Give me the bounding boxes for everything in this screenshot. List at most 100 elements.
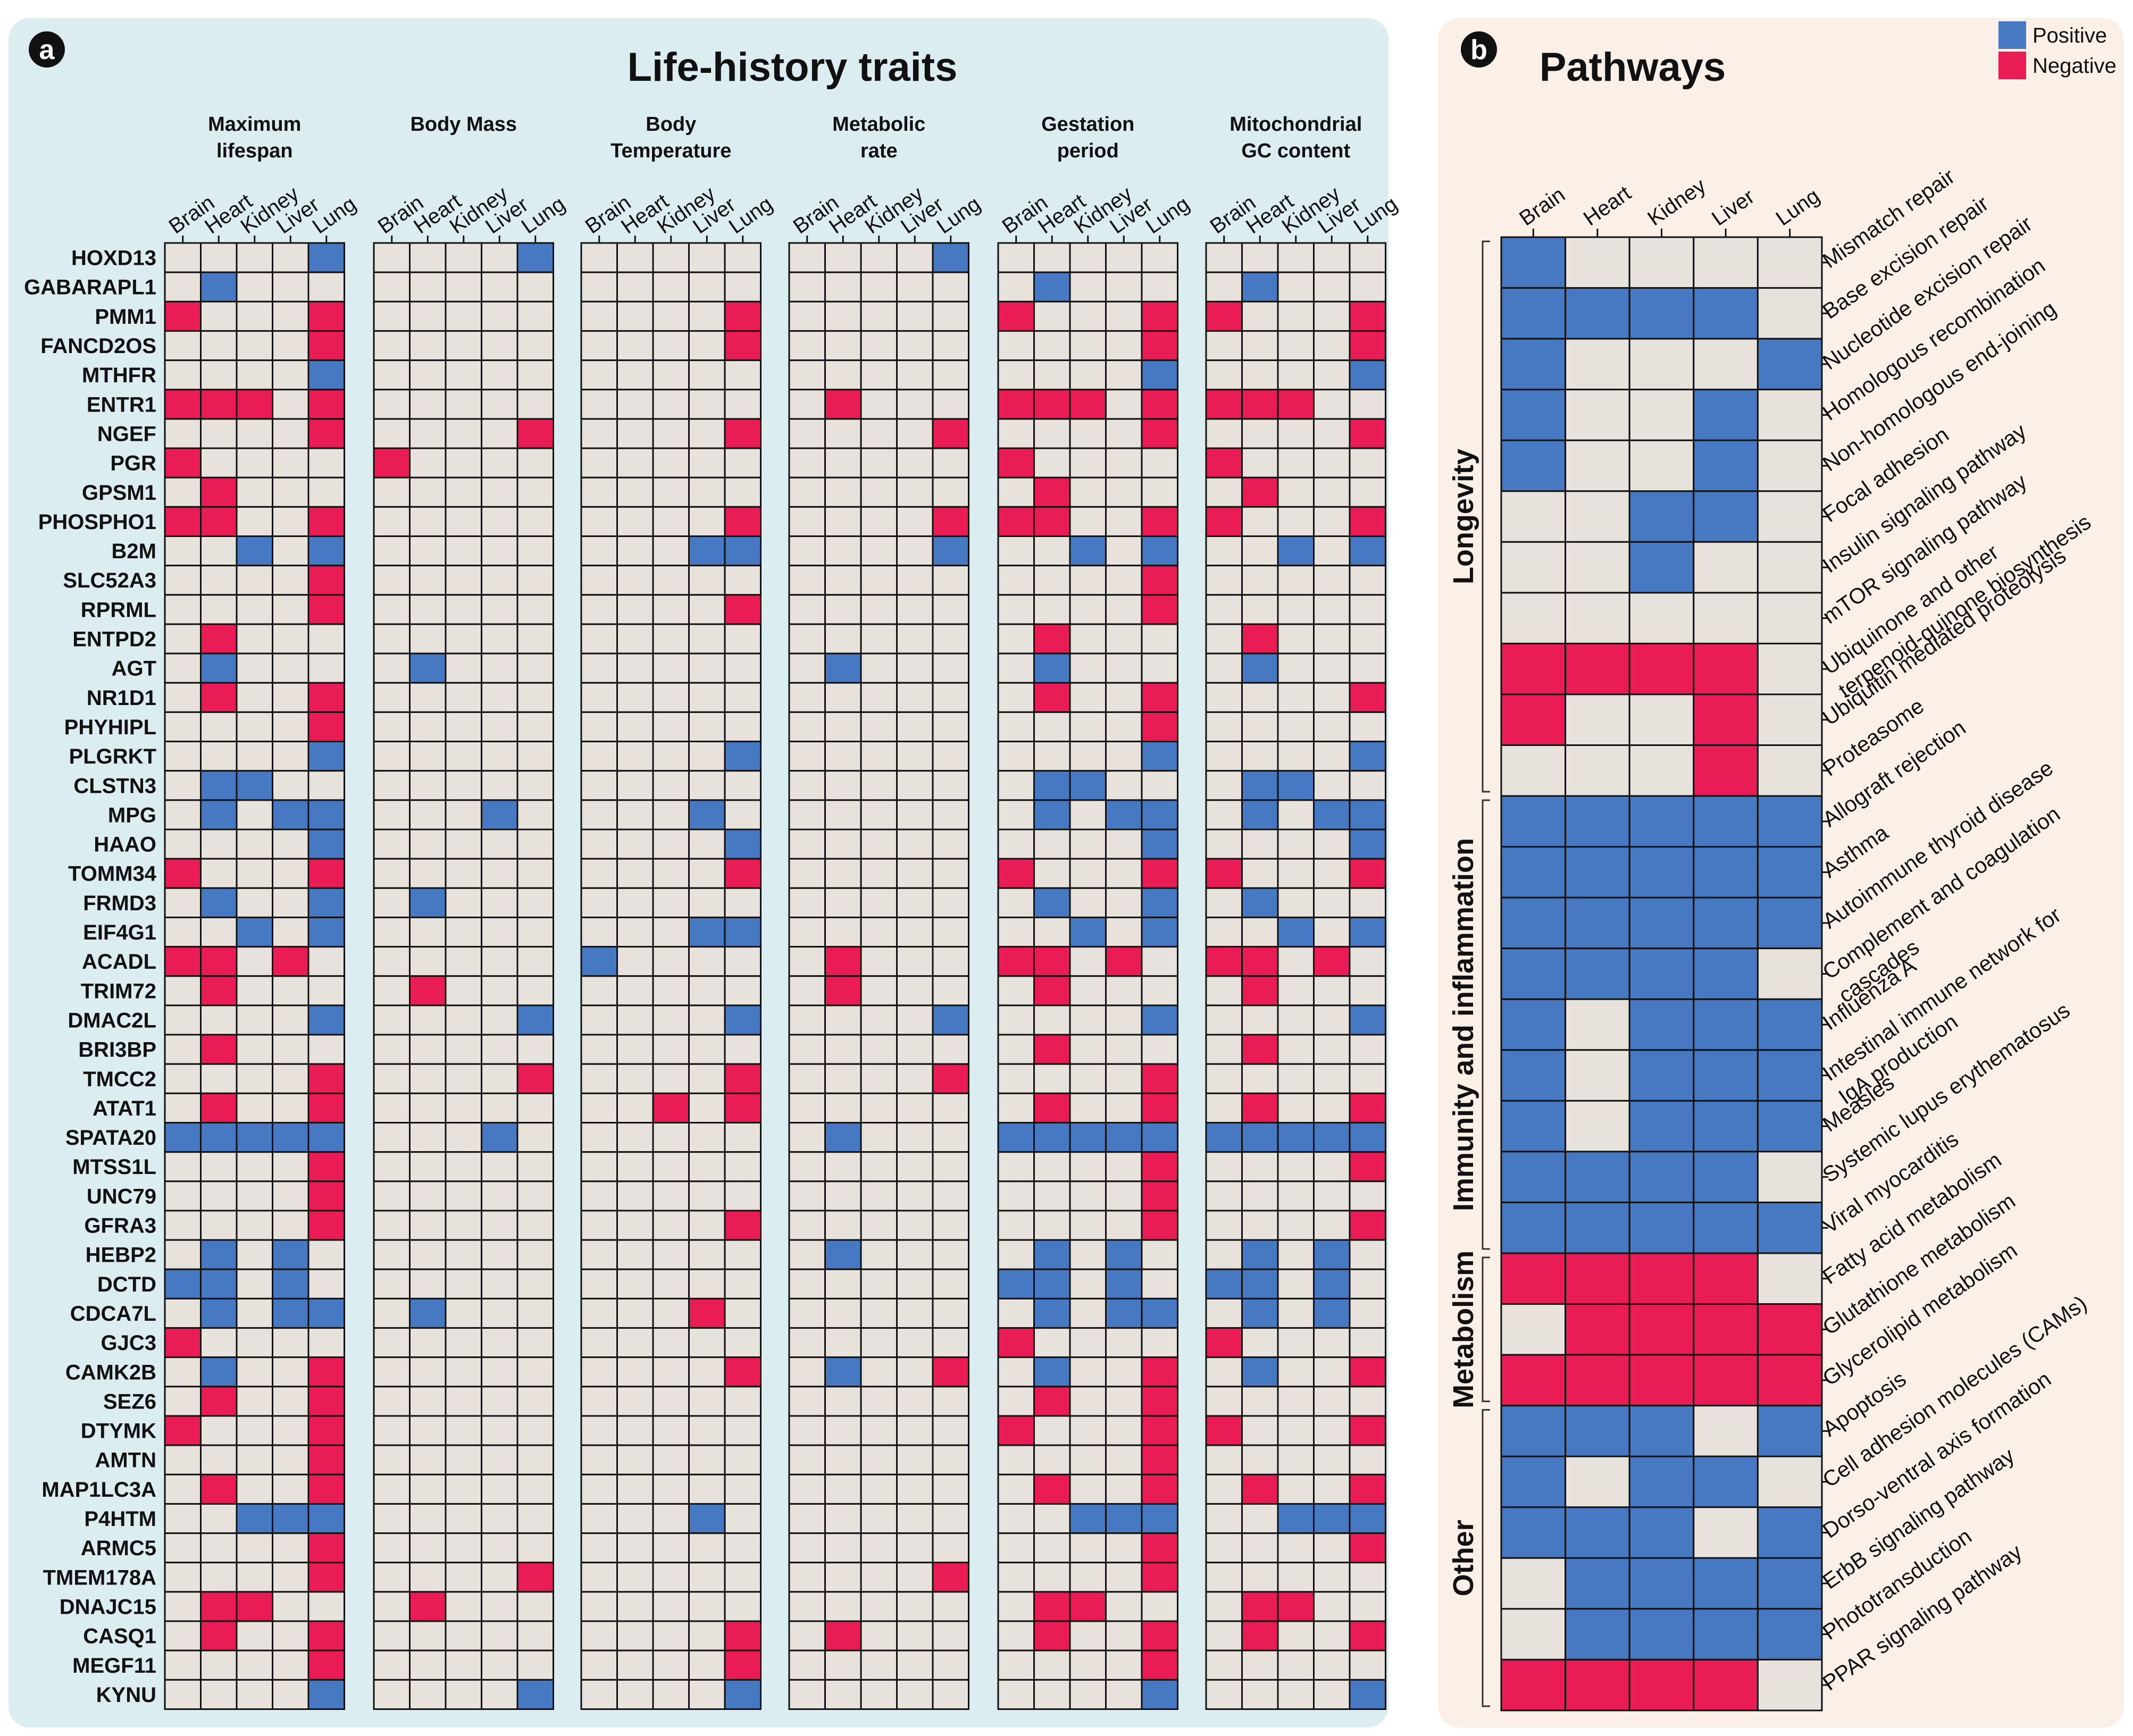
cell-mpg-gestation-heart: [1033, 799, 1071, 831]
cell-p4htm-maximum-heart: [200, 1503, 238, 1534]
cell-dnajc15-maximum-kidney: [236, 1591, 273, 1622]
cell-unc79-metabolic-lung: [932, 1180, 969, 1212]
cell-pmm1-maximum-brain: [164, 300, 202, 332]
cell-unc79-gestation-brain: [997, 1180, 1035, 1212]
cell-cdca7l-body-mass-brain: [373, 1297, 411, 1329]
pathway-tissue-label-lung: Lung: [1772, 184, 1824, 230]
cell-tomm34-body-liver: [688, 858, 726, 889]
pathway-cell-allograft-rejection-heart: [1565, 795, 1630, 848]
cell-dnajc15-metabolic-brain: [788, 1591, 826, 1622]
cell-dmac2l-metabolic-kidney: [860, 1004, 898, 1036]
cell-entpd2-gestation-kidney: [1069, 623, 1107, 655]
cell-dnajc15-gestation-lung: [1141, 1591, 1178, 1622]
cell-fancd2os-maximum-kidney: [236, 330, 273, 362]
cell-sez6-metabolic-heart: [824, 1386, 862, 1417]
cell-ngef-maximum-brain: [164, 418, 202, 449]
cell-frmd3-body-heart: [616, 887, 654, 918]
cell-gfra3-body-mass-heart: [409, 1210, 447, 1241]
cell-agt-maximum-kidney: [236, 652, 273, 684]
cell-amtn-mitochondrial-lung: [1349, 1444, 1386, 1475]
cell-dnajc15-metabolic-kidney: [860, 1591, 898, 1622]
cell-clstn3-body-liver: [688, 770, 726, 801]
cell-amtn-body-heart: [616, 1444, 654, 1475]
cell-casq1-body-heart: [616, 1620, 654, 1651]
cell-rprml-body-mass-liver: [481, 594, 518, 625]
pathway-cell-intestinal-immune-network-for-heart: [1565, 1049, 1630, 1102]
cell-tmem178a-body-lung: [724, 1562, 762, 1593]
cell-gfra3-metabolic-liver: [896, 1210, 934, 1241]
cell-phyhipl-metabolic-lung: [932, 711, 969, 743]
cell-amtn-body-mass-kidney: [445, 1444, 482, 1475]
cell-entr1-metabolic-lung: [932, 389, 969, 420]
cell-pgr-body-kidney: [652, 447, 690, 479]
cell-nr1d1-maximum-brain: [164, 682, 202, 713]
cell-gjc3-body-mass-brain: [373, 1327, 411, 1358]
cell-tmcc2-mitochondrial-kidney: [1277, 1063, 1315, 1094]
cell-trim72-gestation-kidney: [1069, 975, 1107, 1007]
cell-mpg-mitochondrial-kidney: [1277, 799, 1315, 831]
cell-entpd2-body-liver: [688, 623, 726, 655]
cell-map1lc3a-metabolic-kidney: [860, 1473, 898, 1505]
cell-dmac2l-mitochondrial-liver: [1313, 1004, 1351, 1036]
cell-gfra3-metabolic-lung: [932, 1210, 969, 1241]
cell-mtss1l-body-brain: [580, 1151, 618, 1183]
cell-entr1-mitochondrial-liver: [1313, 389, 1351, 420]
cell-armc5-body-mass-kidney: [445, 1532, 482, 1564]
cell-pgr-maximum-kidney: [236, 447, 273, 479]
cell-spata20-body-lung: [724, 1122, 762, 1153]
cell-plgrkt-gestation-lung: [1141, 741, 1178, 772]
cell-mthfr-body-brain: [580, 359, 618, 391]
cell-megf11-gestation-liver: [1105, 1649, 1143, 1681]
cell-map1lc3a-metabolic-lung: [932, 1473, 969, 1505]
cell-gabarapl1-body-lung: [724, 271, 762, 303]
cell-pmm1-body-mass-liver: [481, 300, 518, 332]
cell-cdca7l-body-brain: [580, 1297, 618, 1329]
cell-kynu-gestation-kidney: [1069, 1679, 1107, 1710]
cell-unc79-metabolic-kidney: [860, 1180, 898, 1212]
cell-rprml-body-kidney: [652, 594, 690, 625]
cell-phospho1-body-mass-liver: [481, 506, 518, 537]
cell-ngef-mitochondrial-kidney: [1277, 418, 1315, 449]
cell-dctd-body-liver: [688, 1268, 726, 1299]
cell-casq1-body-lung: [724, 1620, 762, 1651]
cell-mthfr-gestation-kidney: [1069, 359, 1107, 391]
cell-dtymk-body-heart: [616, 1415, 654, 1446]
cell-b2m-gestation-liver: [1105, 535, 1143, 567]
cell-plgrkt-body-mass-kidney: [445, 741, 482, 772]
cell-b2m-gestation-brain: [997, 535, 1035, 567]
gene-label-hebp2: HEBP2: [86, 1244, 156, 1267]
pathway-cell-non-homologous-end-joining-kidney: [1628, 439, 1695, 492]
cell-mpg-mitochondrial-heart: [1241, 799, 1279, 831]
cell-dtymk-gestation-heart: [1033, 1415, 1071, 1446]
pathway-cell-mtor-signaling-pathway-brain: [1500, 592, 1567, 644]
cell-haao-body-mass-kidney: [445, 828, 482, 860]
cell-p4htm-metabolic-lung: [932, 1503, 969, 1534]
cell-camk2b-maximum-liver: [272, 1356, 310, 1388]
cell-p4htm-body-mass-lung: [516, 1503, 554, 1534]
cell-atat1-body-mass-liver: [481, 1092, 518, 1124]
cell-bri3bp-maximum-lung: [307, 1034, 345, 1065]
cell-phospho1-gestation-kidney: [1069, 506, 1107, 537]
cell-eif4g1-mitochondrial-liver: [1313, 916, 1351, 948]
cell-tmcc2-maximum-brain: [164, 1063, 202, 1094]
gene-label-megf11: MEGF11: [72, 1654, 156, 1678]
cell-gpsm1-gestation-lung: [1141, 476, 1178, 508]
cell-bri3bp-metabolic-brain: [788, 1034, 826, 1065]
cell-eif4g1-gestation-lung: [1141, 916, 1178, 948]
cell-unc79-body-liver: [688, 1180, 726, 1212]
cell-clstn3-maximum-liver: [272, 770, 310, 801]
cell-megf11-maximum-brain: [164, 1649, 202, 1681]
cell-dctd-gestation-heart: [1033, 1268, 1071, 1299]
cell-map1lc3a-mitochondrial-heart: [1241, 1473, 1279, 1505]
cell-casq1-metabolic-heart: [824, 1620, 862, 1651]
cell-tmcc2-maximum-liver: [272, 1063, 310, 1094]
pathway-cell-systemic-lupus-erythematosus-kidney: [1628, 1151, 1695, 1203]
cell-dctd-body-mass-kidney: [445, 1268, 482, 1299]
cell-gfra3-body-mass-lung: [516, 1210, 554, 1241]
cell-eif4g1-metabolic-brain: [788, 916, 826, 948]
cell-entpd2-mitochondrial-kidney: [1277, 623, 1315, 655]
cell-dctd-body-brain: [580, 1268, 618, 1299]
cell-p4htm-maximum-lung: [307, 1503, 345, 1534]
pathway-cell-autoimmune-thyroid-disease-liver: [1693, 896, 1759, 950]
cell-map1lc3a-mitochondrial-lung: [1349, 1473, 1386, 1505]
